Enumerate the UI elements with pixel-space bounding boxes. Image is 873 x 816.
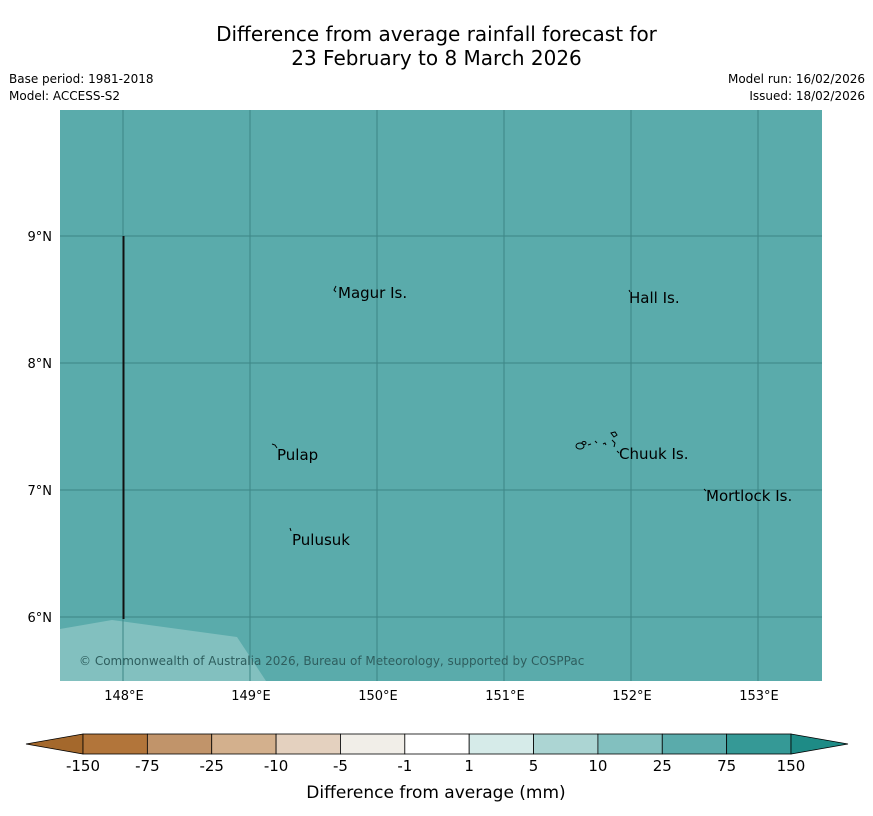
colorbar-tick-label: 25 — [653, 757, 672, 775]
colorbar-tick-label: 75 — [717, 757, 736, 775]
colorbar-segment — [597, 733, 663, 755]
colorbar-tick-label: 150 — [777, 757, 806, 775]
colorbar-segment — [82, 733, 148, 755]
colorbar-tick-label: -5 — [333, 757, 348, 775]
colorbar-tick-label: 1 — [464, 757, 474, 775]
model-name: Model: ACCESS-S2 — [9, 89, 121, 103]
meta-right: Model run: 16/02/2026 Issued: 18/02/2026 — [728, 71, 865, 105]
colorbar-segment — [340, 733, 406, 755]
colorbar-segment — [275, 733, 341, 755]
place-label-magur: Magur Is. — [338, 284, 407, 302]
colorbar-segments — [25, 733, 849, 755]
island-mortlock — [703, 488, 707, 492]
colorbar-tick-label: -10 — [264, 757, 289, 775]
colorbar-title: Difference from average (mm) — [306, 783, 565, 803]
colorbar-tick-label: 10 — [588, 757, 607, 775]
colorbar-tick-label: -1 — [397, 757, 412, 775]
colorbar-tick-label: 5 — [529, 757, 539, 775]
lon-tick-150e: 150°E — [358, 689, 398, 704]
title-line-2: 23 February to 8 March 2026 — [291, 46, 582, 70]
island-hall — [628, 289, 631, 293]
colorbar-tick-label: -25 — [199, 757, 224, 775]
map-panel: Magur Is. Hall Is. Pulap Chuuk Is. Mortl… — [60, 110, 822, 681]
colorbar-tick-label: -150 — [66, 757, 100, 775]
colorbar-extend-high — [790, 733, 849, 755]
map-title: Difference from average rainfall forecas… — [0, 22, 873, 70]
lat-tick-6n: 6°N — [28, 611, 53, 626]
lon-tick-153e: 153°E — [739, 689, 779, 704]
place-label-mortlock: Mortlock Is. — [706, 487, 792, 505]
longitude-axis: 148°E 149°E 150°E 151°E 152°E 153°E — [104, 689, 779, 704]
island-pulusuk — [289, 527, 292, 532]
colorbar-segment — [726, 733, 792, 755]
title-line-1: Difference from average rainfall forecas… — [216, 22, 657, 46]
lon-tick-149e: 149°E — [231, 689, 271, 704]
island-magur — [333, 285, 337, 293]
colorbar-segment — [404, 733, 470, 755]
base-period: Base period: 1981-2018 — [9, 72, 154, 86]
colorbar-segment — [146, 733, 213, 755]
island-pulap — [271, 443, 278, 449]
meta-left: Base period: 1981-2018 Model: ACCESS-S2 — [9, 71, 154, 105]
islands — [271, 285, 707, 532]
island-chuuk — [575, 431, 620, 454]
place-label-pulap: Pulap — [277, 446, 318, 464]
place-label-pulusuk: Pulusuk — [292, 531, 350, 549]
lat-tick-9n: 9°N — [28, 230, 53, 245]
lon-tick-148e: 148°E — [104, 689, 144, 704]
lat-tick-8n: 8°N — [28, 357, 53, 372]
ocean-area — [60, 110, 822, 681]
copyright-notice: © Commonwealth of Australia 2026, Bureau… — [79, 654, 584, 668]
latitude-axis: 9°N 8°N 7°N 6°N — [28, 230, 53, 626]
lon-tick-152e: 152°E — [612, 689, 652, 704]
place-label-chuuk: Chuuk Is. — [619, 445, 688, 463]
colorbar-segment — [533, 733, 599, 755]
lat-tick-7n: 7°N — [28, 484, 53, 499]
light-rainfall-region — [60, 620, 266, 681]
lon-tick-151e: 151°E — [485, 689, 525, 704]
model-run: Model run: 16/02/2026 — [727, 72, 865, 86]
colorbar-segment — [211, 733, 277, 755]
colorbar-tick-label: -75 — [135, 757, 160, 775]
issued-date: Issued: 18/02/2026 — [749, 89, 865, 103]
colorbar: -150 -75 -25 -10 -5 -1 1 5 10 25 75 150 Difference … — [25, 733, 849, 803]
colorbar-segment — [661, 733, 728, 755]
colorbar-tick-labels: -150 -75 -25 -10 -5 -1 1 5 10 25 75 150 — [66, 757, 805, 775]
place-label-hall: Hall Is. — [629, 289, 680, 307]
gridlines — [60, 110, 822, 681]
colorbar-extend-low — [25, 733, 84, 755]
colorbar-segment — [468, 733, 534, 755]
